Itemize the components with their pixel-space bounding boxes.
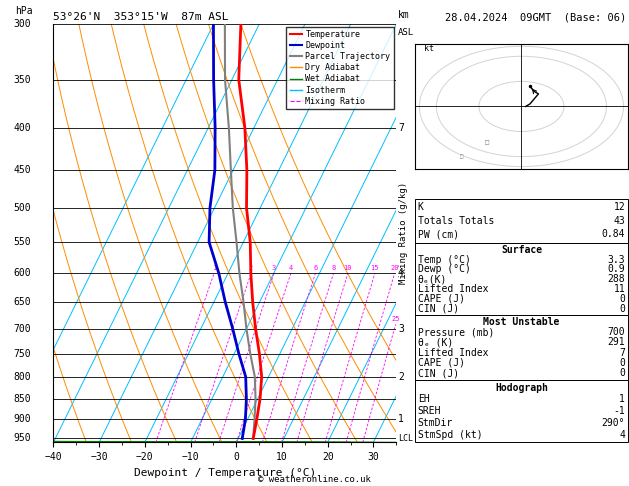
Text: 700: 700 xyxy=(14,324,31,334)
Text: 15: 15 xyxy=(370,265,379,271)
Text: Lifted Index: Lifted Index xyxy=(418,347,488,358)
Text: 750: 750 xyxy=(14,348,31,359)
Text: 850: 850 xyxy=(14,394,31,403)
Text: 0: 0 xyxy=(620,358,625,368)
Text: 700: 700 xyxy=(608,327,625,337)
Text: CIN (J): CIN (J) xyxy=(418,368,459,378)
Text: CIN (J): CIN (J) xyxy=(418,304,459,313)
Text: LCL: LCL xyxy=(398,434,413,443)
Text: Hodograph: Hodograph xyxy=(495,382,548,393)
Text: 3: 3 xyxy=(398,324,404,334)
Text: kt: kt xyxy=(424,44,433,53)
Text: 800: 800 xyxy=(14,372,31,382)
Text: 7: 7 xyxy=(620,347,625,358)
Text: 291: 291 xyxy=(608,337,625,347)
Text: StmSpd (kt): StmSpd (kt) xyxy=(418,430,482,440)
Text: 0: 0 xyxy=(620,304,625,313)
Text: PW (cm): PW (cm) xyxy=(418,229,459,240)
Text: km: km xyxy=(398,10,409,20)
X-axis label: Dewpoint / Temperature (°C): Dewpoint / Temperature (°C) xyxy=(134,468,316,478)
Text: 53°26'N  353°15'W  87m ASL: 53°26'N 353°15'W 87m ASL xyxy=(53,12,229,22)
Text: 650: 650 xyxy=(14,297,31,307)
Text: 350: 350 xyxy=(14,75,31,85)
Text: Pressure (mb): Pressure (mb) xyxy=(418,327,494,337)
Text: 500: 500 xyxy=(14,203,31,213)
Text: 600: 600 xyxy=(14,268,31,278)
Text: 1: 1 xyxy=(398,414,404,424)
Text: EH: EH xyxy=(418,394,430,404)
Text: 6: 6 xyxy=(313,265,318,271)
Text: 950: 950 xyxy=(14,434,31,444)
Text: -1: -1 xyxy=(613,406,625,416)
Text: 900: 900 xyxy=(14,414,31,424)
Text: Mixing Ratio (g/kg): Mixing Ratio (g/kg) xyxy=(399,182,408,284)
Text: 300: 300 xyxy=(14,19,31,29)
Text: StmDir: StmDir xyxy=(418,418,453,428)
Text: Totals Totals: Totals Totals xyxy=(418,216,494,226)
Text: 550: 550 xyxy=(14,237,31,247)
Text: 10: 10 xyxy=(343,265,352,271)
Text: 0: 0 xyxy=(620,368,625,378)
Text: θₑ(K): θₑ(K) xyxy=(418,274,447,284)
Text: 288: 288 xyxy=(608,274,625,284)
Text: 3: 3 xyxy=(272,265,276,271)
Text: □: □ xyxy=(486,139,489,144)
Text: 3.3: 3.3 xyxy=(608,255,625,264)
Text: Temp (°C): Temp (°C) xyxy=(418,255,470,264)
Text: SREH: SREH xyxy=(418,406,441,416)
Text: 4: 4 xyxy=(620,430,625,440)
Text: 12: 12 xyxy=(613,203,625,212)
Text: K: K xyxy=(418,203,423,212)
Legend: Temperature, Dewpoint, Parcel Trajectory, Dry Adiabat, Wet Adiabat, Isotherm, Mi: Temperature, Dewpoint, Parcel Trajectory… xyxy=(286,27,394,109)
Text: Lifted Index: Lifted Index xyxy=(418,284,488,294)
Text: 4: 4 xyxy=(398,268,404,278)
Text: 0: 0 xyxy=(620,294,625,304)
Text: 2: 2 xyxy=(249,265,253,271)
Text: 25: 25 xyxy=(391,316,400,322)
Text: 4: 4 xyxy=(289,265,293,271)
Text: 290°: 290° xyxy=(602,418,625,428)
Text: Dewp (°C): Dewp (°C) xyxy=(418,264,470,274)
Text: 11: 11 xyxy=(613,284,625,294)
Text: 7: 7 xyxy=(398,122,404,133)
Text: 1: 1 xyxy=(620,394,625,404)
Text: 1: 1 xyxy=(212,265,216,271)
Text: 450: 450 xyxy=(14,165,31,175)
Text: hPa: hPa xyxy=(16,6,33,16)
Text: CAPE (J): CAPE (J) xyxy=(418,294,465,304)
Text: 0.84: 0.84 xyxy=(602,229,625,240)
Text: © weatheronline.co.uk: © weatheronline.co.uk xyxy=(258,474,371,484)
Text: ASL: ASL xyxy=(398,29,414,37)
Text: 28.04.2024  09GMT  (Base: 06): 28.04.2024 09GMT (Base: 06) xyxy=(445,12,626,22)
Text: 43: 43 xyxy=(613,216,625,226)
Text: θₑ (K): θₑ (K) xyxy=(418,337,453,347)
Text: 400: 400 xyxy=(14,122,31,133)
Text: 8: 8 xyxy=(331,265,336,271)
Text: □: □ xyxy=(460,154,464,159)
Text: 20: 20 xyxy=(391,265,399,271)
Text: 2: 2 xyxy=(398,372,404,382)
Text: CAPE (J): CAPE (J) xyxy=(418,358,465,368)
Text: 0.9: 0.9 xyxy=(608,264,625,274)
Text: Most Unstable: Most Unstable xyxy=(483,317,560,327)
Text: Surface: Surface xyxy=(501,244,542,255)
